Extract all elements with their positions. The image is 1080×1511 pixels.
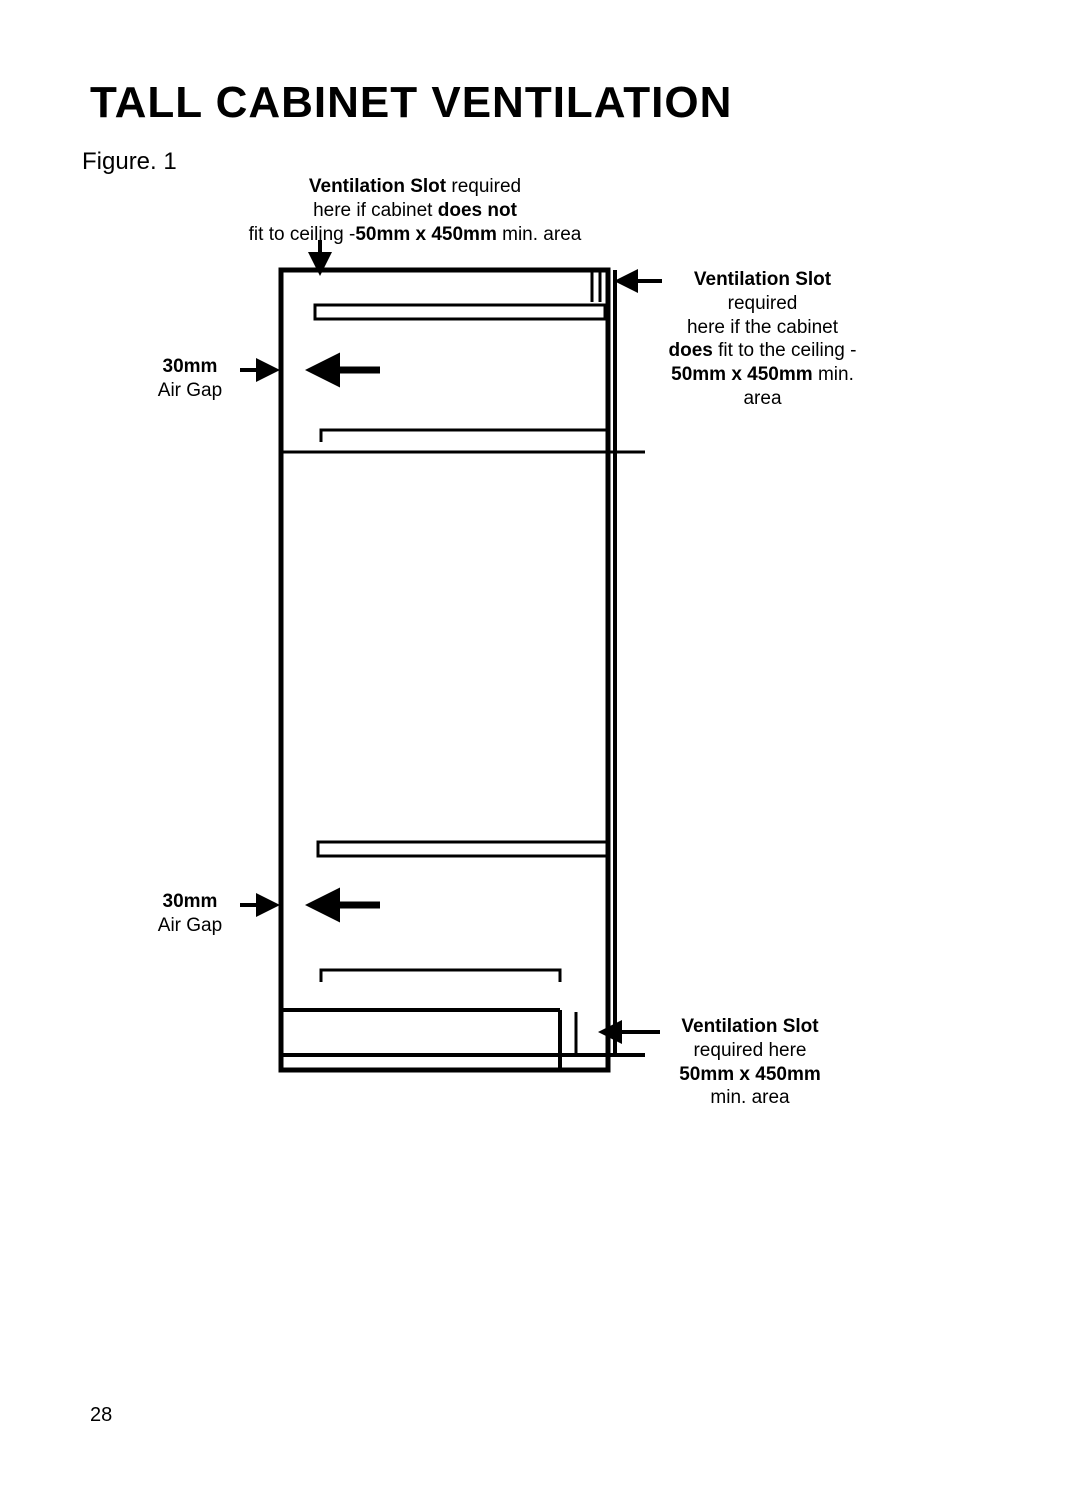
cabinet-diagram [0,0,1080,1511]
